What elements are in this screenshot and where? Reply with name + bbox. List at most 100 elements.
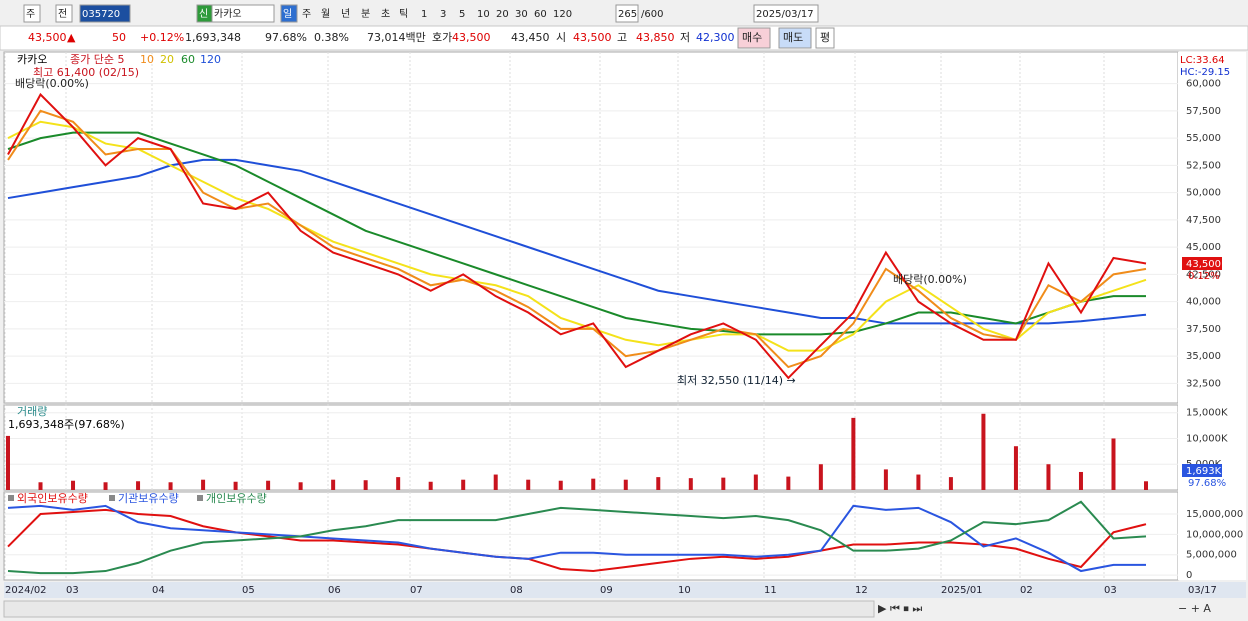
volume-bar xyxy=(656,477,661,490)
toolbar-item[interactable]: 월 xyxy=(321,8,330,20)
panel-title: 거래량 xyxy=(17,405,47,418)
volume-bar xyxy=(851,417,856,490)
volume-bar xyxy=(1111,438,1116,490)
toolbar-item[interactable]: 분 xyxy=(361,8,370,20)
volume-bar xyxy=(818,464,823,490)
annotation: 최저 32,550 (11/14) → xyxy=(677,374,796,387)
quote-item[interactable]: 매수 xyxy=(742,31,762,44)
annotation: 최고 61,400 (02/15) xyxy=(33,66,139,79)
x-tick-label: 08 xyxy=(510,585,523,596)
quote-item[interactable]: 매도 xyxy=(783,31,803,44)
y-tick-label: 5,000,000 xyxy=(1186,550,1237,561)
quote-item: 호가 xyxy=(432,31,452,44)
y-tick-label: 10,000K xyxy=(1186,433,1228,444)
x-tick-label: 05 xyxy=(242,585,255,596)
x-tick-label: 07 xyxy=(410,585,423,596)
x-tick-label: 09 xyxy=(600,585,613,596)
quote-item: 97.68% xyxy=(265,31,307,44)
toolbar-item[interactable]: 주 xyxy=(302,9,311,20)
volume-bar xyxy=(38,482,43,490)
toolbar-item[interactable]: 카카오 xyxy=(214,8,242,20)
price-line xyxy=(7,92,1147,380)
x-tick-label: 03 xyxy=(1104,585,1117,596)
toolbar-item[interactable]: 일 xyxy=(283,8,292,20)
side-label: 1,693K xyxy=(1186,466,1222,477)
volume-bar xyxy=(753,474,758,490)
toolbar-item[interactable]: 5 xyxy=(459,9,465,20)
toolbar-item[interactable]: 2025/03/17 xyxy=(756,9,814,20)
toolbar-item[interactable]: 3 xyxy=(440,9,446,20)
toolbar-item[interactable]: 30 xyxy=(515,9,528,20)
toolbar-field[interactable] xyxy=(280,4,298,23)
annotation: 배당락(0.00%) xyxy=(893,273,967,286)
toolbar-item[interactable]: 신 xyxy=(199,8,208,20)
toolbar-field[interactable] xyxy=(55,4,73,23)
volume-bar xyxy=(363,480,368,490)
scrollbar[interactable] xyxy=(3,600,875,618)
legend-item: 10 xyxy=(140,53,154,66)
x-tick-label: 11 xyxy=(764,585,777,596)
legend-item: 120 xyxy=(200,53,221,66)
chart-controls[interactable]: ▶ ⏮ ⏹ ⏭ − + A xyxy=(878,602,1211,615)
toolbar-field[interactable] xyxy=(79,4,131,23)
holdings-line xyxy=(7,508,1147,573)
annotation: 배당락(0.00%) xyxy=(15,77,89,90)
price-line xyxy=(7,158,1147,325)
trade-button[interactable] xyxy=(737,27,771,49)
quote-item[interactable]: 평 xyxy=(820,31,830,44)
y-tick-label: 57,500 xyxy=(1186,106,1221,117)
quote-item: 43,500 xyxy=(452,31,491,44)
holdings-line xyxy=(7,504,1146,573)
volume-bar xyxy=(721,477,726,490)
toolbar-item[interactable]: 1 xyxy=(421,9,427,20)
volume-bar xyxy=(916,474,921,490)
zoom[interactable]: − + A xyxy=(1178,602,1211,615)
toolbar-item[interactable]: 265 xyxy=(618,9,637,20)
quote-item: +0.12% xyxy=(140,31,184,44)
quote-item: 73,014백만 xyxy=(367,31,426,44)
toolbar-field[interactable] xyxy=(23,4,41,23)
toolbar-field[interactable] xyxy=(753,4,819,23)
volume-bar xyxy=(266,480,271,490)
volume-bar xyxy=(526,479,531,490)
play[interactable]: ▶ ⏮ ⏹ ⏭ xyxy=(878,602,922,615)
trade-button[interactable] xyxy=(815,27,835,49)
volume-panel xyxy=(3,404,1179,491)
volume-bar xyxy=(1013,446,1018,490)
legend-item: 개인보유수량 xyxy=(206,492,267,505)
legend-item: 20 xyxy=(160,53,174,66)
toolbar-item[interactable]: 035720 xyxy=(82,9,120,20)
toolbar-item[interactable]: 틱 xyxy=(399,8,408,20)
toolbar-item[interactable]: 주 xyxy=(26,9,35,20)
quote-item: 저 xyxy=(680,31,690,44)
toolbar-item[interactable]: 초 xyxy=(381,8,390,20)
side-label: HC:-29.15 xyxy=(1180,67,1230,78)
toolbar-item[interactable]: 20 xyxy=(496,9,509,20)
date-axis xyxy=(4,582,1246,598)
quote-item: 43,450 xyxy=(511,31,550,44)
volume-bar xyxy=(1144,481,1148,490)
quote-item: 1,693,348 xyxy=(185,31,241,44)
toolbar-item[interactable]: 10 xyxy=(477,9,490,20)
volume-bar xyxy=(461,479,466,490)
quote-item: 43,500 xyxy=(573,31,612,44)
toolbar-item[interactable]: /600 xyxy=(641,9,663,20)
toolbar-field[interactable] xyxy=(211,4,275,23)
trade-button[interactable] xyxy=(778,27,812,49)
holdings-line xyxy=(7,500,1147,575)
x-tick-label: 06 xyxy=(328,585,341,596)
volume-bar xyxy=(1046,464,1051,490)
stock-name: 카카오 xyxy=(17,53,47,66)
toolbar-field[interactable] xyxy=(615,4,639,23)
toolbar-item[interactable]: 전 xyxy=(58,8,67,20)
x-end-label: 03/17 xyxy=(1188,585,1217,596)
toolbar-item[interactable]: 120 xyxy=(553,9,572,20)
legend-item: 외국인보유수량 xyxy=(17,492,88,505)
x-tick-label: 02 xyxy=(1020,585,1033,596)
toolbar-item[interactable]: 60 xyxy=(534,9,547,20)
toolbar-item[interactable]: 년 xyxy=(341,8,350,20)
volume-bar xyxy=(948,477,953,490)
quote-bar xyxy=(0,25,1248,51)
legend-item: 종가 단순 5 xyxy=(70,53,124,66)
